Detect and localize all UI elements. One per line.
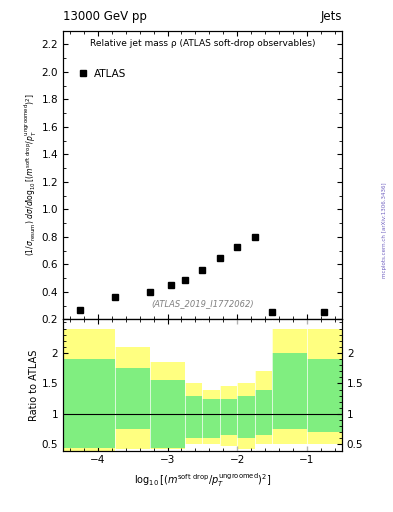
- Text: mcplots.cern.ch [arXiv:1306.3436]: mcplots.cern.ch [arXiv:1306.3436]: [382, 183, 387, 278]
- Legend: ATLAS: ATLAS: [73, 65, 130, 83]
- Text: (ATLAS_2019_I1772062): (ATLAS_2019_I1772062): [151, 299, 254, 308]
- Y-axis label: Ratio to ATLAS: Ratio to ATLAS: [29, 349, 39, 421]
- Text: Jets: Jets: [320, 10, 342, 23]
- Text: 13000 GeV pp: 13000 GeV pp: [63, 10, 147, 23]
- X-axis label: $\log_{10}[(m^{\rm soft\ drop}/p_T^{\rm ungroomed})^2]$: $\log_{10}[(m^{\rm soft\ drop}/p_T^{\rm …: [134, 471, 271, 489]
- Y-axis label: $(1/\sigma_{\rm resum})\ d\sigma/d\log_{10}[(m^{\rm soft\ drop}/p_T^{\rm ungroom: $(1/\sigma_{\rm resum})\ d\sigma/d\log_{…: [22, 94, 39, 257]
- Text: Relative jet mass ρ (ATLAS soft-drop observables): Relative jet mass ρ (ATLAS soft-drop obs…: [90, 39, 315, 48]
